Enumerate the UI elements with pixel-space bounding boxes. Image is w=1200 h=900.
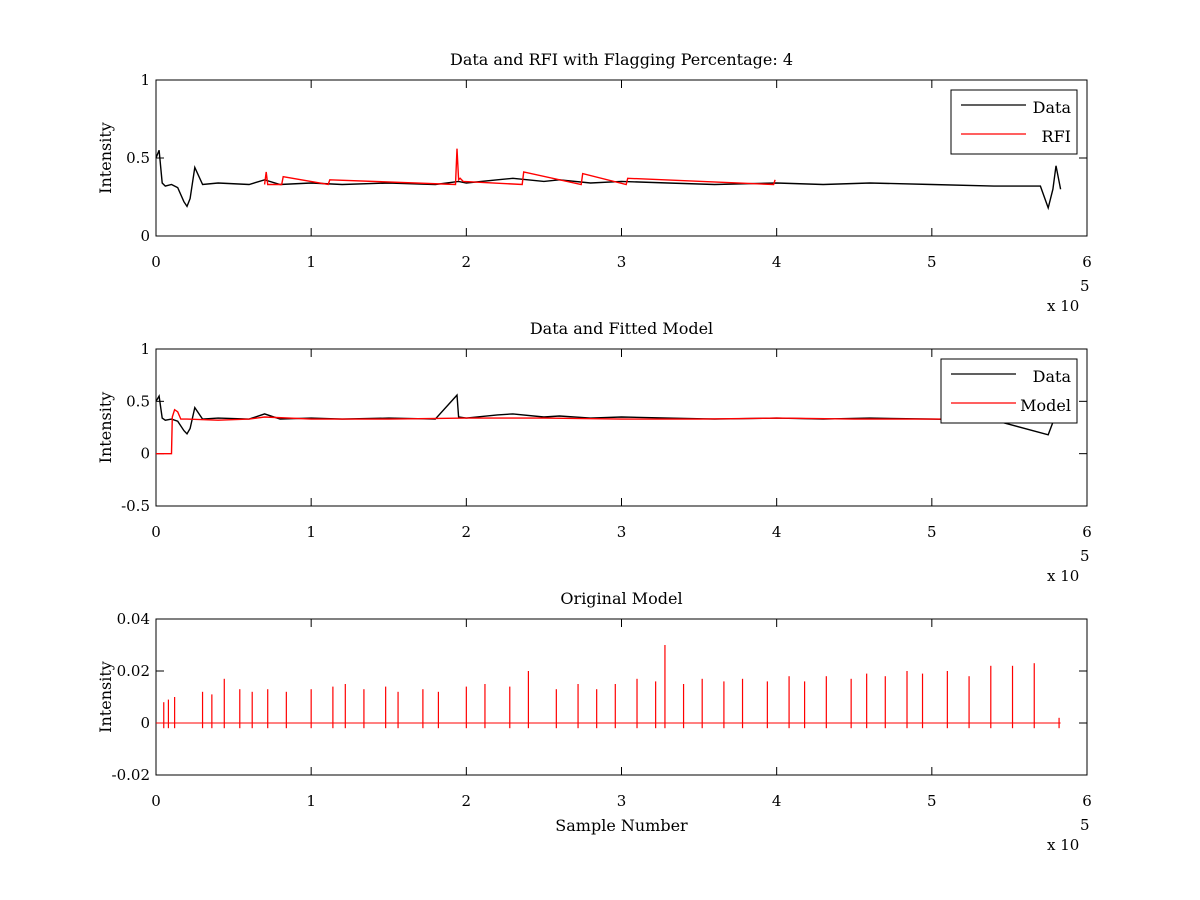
x-tick-label: 1 (306, 523, 316, 541)
y-tick-label: 0.02 (117, 662, 150, 680)
y-tick-label: -0.02 (112, 766, 150, 784)
x-axis-label: Sample Number (555, 816, 688, 835)
x-tick-label: 2 (462, 253, 472, 271)
y-tick-label: 0 (140, 714, 150, 732)
x-tick-label: 4 (772, 523, 782, 541)
legend-entry: Data (1033, 367, 1072, 386)
legend-entry: Data (1033, 98, 1072, 117)
legend-box (950, 89, 1078, 155)
x-tick-label: 0 (151, 792, 161, 810)
x-tick-label: 3 (617, 253, 627, 271)
y-axis-label: Intensity (96, 122, 115, 194)
x-exponent-power: 5 (1080, 816, 1090, 834)
y-tick-label: -0.5 (121, 497, 150, 515)
y-axis-label: Intensity (96, 392, 115, 464)
series-line-model (156, 408, 1061, 455)
x-tick-label: 3 (617, 792, 627, 810)
plot-area (155, 348, 1088, 507)
legend: Data Model (940, 358, 1078, 424)
x-tick-label: 4 (772, 253, 782, 271)
x-tick-label: 3 (617, 523, 627, 541)
series-line-data (155, 149, 1062, 211)
y-tick-label: 0.5 (126, 149, 150, 167)
y-tick-label: 0 (140, 445, 150, 463)
x-tick-label: 5 (927, 523, 937, 541)
series-spikes (156, 645, 1061, 729)
x-tick-label: 6 (1082, 523, 1092, 541)
x-exponent-label: x 10 (1047, 567, 1079, 585)
x-tick-label: 6 (1082, 253, 1092, 271)
chart-panel-3: Original Model Intensity Sample Number 0 1 2 3… (96, 589, 1092, 854)
legend-entry: RFI (1042, 127, 1071, 146)
x-tick-label: 1 (306, 253, 316, 271)
legend: Data RFI (950, 89, 1078, 155)
x-tick-label: 2 (462, 523, 472, 541)
x-tick-label: 1 (306, 792, 316, 810)
legend-box (940, 358, 1078, 424)
y-tick-label: 1 (140, 340, 150, 358)
x-tick-label: 0 (151, 523, 161, 541)
x-tick-label: 4 (772, 792, 782, 810)
y-tick-label: 0.04 (117, 610, 150, 628)
plot-area (155, 79, 1088, 237)
chart-title: Data and Fitted Model (530, 319, 713, 338)
x-tick-label: 5 (927, 792, 937, 810)
y-tick-label: 0 (140, 227, 150, 245)
x-exponent-label: x 10 (1047, 297, 1079, 315)
x-tick-label: 5 (927, 253, 937, 271)
y-tick-label: 1 (140, 71, 150, 89)
x-tick-label: 0 (151, 253, 161, 271)
chart-title: Original Model (560, 589, 682, 608)
series-line-rfi (263, 148, 776, 186)
chart-panel-2: Data and Fitted Model Intensity 0 1 2 3 4 5 6 -0.… (96, 319, 1092, 585)
x-tick-label: 6 (1082, 792, 1092, 810)
y-axis-label: Intensity (96, 661, 115, 733)
x-tick-label: 2 (462, 792, 472, 810)
chart-title: Data and RFI with Flagging Percentage: 4 (450, 50, 793, 69)
chart-panel-1: Data and RFI with Flagging Percentage: 4… (96, 50, 1092, 315)
legend-entry: Model (1020, 396, 1071, 415)
x-exponent-label: x 10 (1047, 836, 1079, 854)
y-tick-label: 0.5 (126, 392, 150, 410)
x-exponent-power: 5 (1080, 547, 1090, 565)
x-exponent-power: 5 (1080, 277, 1090, 295)
